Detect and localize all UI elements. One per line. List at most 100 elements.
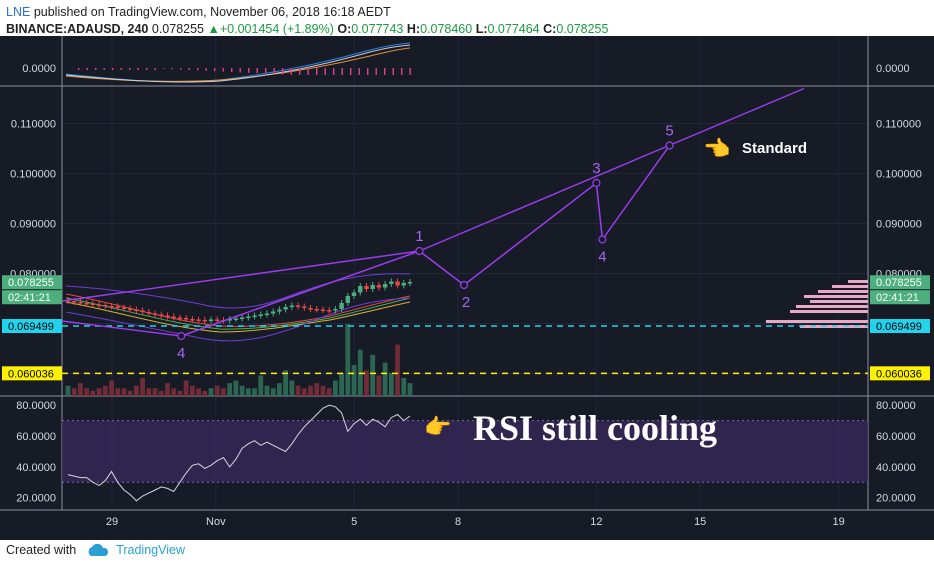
volume-bar xyxy=(152,388,158,396)
candle-body xyxy=(339,303,344,309)
candlesticks xyxy=(65,278,413,324)
osc-bar xyxy=(367,68,369,75)
volume-bar xyxy=(395,344,400,396)
osc-bar xyxy=(273,68,275,74)
price-tick-left: 0.100000 xyxy=(10,169,56,181)
candle-body xyxy=(289,305,295,307)
candle-body xyxy=(215,319,220,321)
time-tick: 19 xyxy=(832,516,844,528)
osc-bar xyxy=(222,68,224,72)
wave-point[interactable] xyxy=(598,235,607,244)
price-badge-text-right: 0.078255 xyxy=(876,277,922,289)
osc-bar xyxy=(146,68,148,70)
volume-bar xyxy=(96,388,102,396)
candle-body xyxy=(326,310,332,312)
volume-bar xyxy=(109,380,114,396)
chart-canvas[interactable]: 0.0000 0.0000 0.110000 0.110000 0.100000 0.… xyxy=(0,36,934,540)
osc-bar xyxy=(180,68,182,70)
lower-trend-line[interactable] xyxy=(61,320,182,337)
volume-bar xyxy=(270,388,276,396)
rsi-band-lines xyxy=(62,420,868,483)
upper-trend-line[interactable] xyxy=(419,87,805,252)
volume-bar xyxy=(339,372,344,396)
rsi-annotation: RSI still cooling xyxy=(473,408,717,448)
trend-line[interactable] xyxy=(61,250,420,302)
candle-body xyxy=(246,316,251,318)
volume-bar xyxy=(127,390,133,396)
volume-bar xyxy=(121,388,127,396)
candle-body xyxy=(78,302,83,304)
volume-bar xyxy=(370,354,376,396)
candle-body xyxy=(283,307,288,310)
osc-bar xyxy=(103,68,105,70)
volume-bar xyxy=(90,390,96,396)
volume-bar xyxy=(214,385,220,396)
wave-point[interactable] xyxy=(177,331,186,341)
time-axis: 29 Nov 5 8 12 15 19 xyxy=(106,516,845,528)
volume-bar xyxy=(221,388,226,396)
candle-body xyxy=(364,286,369,289)
rsi-line xyxy=(67,404,411,502)
volume-bar xyxy=(245,388,251,396)
ma-yellow xyxy=(65,301,411,333)
volume-bar xyxy=(289,380,295,396)
candle-body xyxy=(152,313,158,315)
bollinger-lower xyxy=(65,297,411,342)
candle-body xyxy=(190,319,195,321)
volume-bar xyxy=(239,385,245,396)
osc-bar xyxy=(358,68,360,75)
osc-bar xyxy=(137,68,139,70)
rsi-tick-left: 20.0000 xyxy=(16,493,56,505)
candle-body xyxy=(90,303,96,305)
open-value: 0.077743 xyxy=(351,22,404,36)
price-badge-text-right: 0.069499 xyxy=(876,321,922,333)
wave-label: 1 xyxy=(415,228,423,245)
candle-body xyxy=(121,307,127,309)
price-badge-left xyxy=(2,275,62,290)
price-tick-right: 0.090000 xyxy=(876,219,922,231)
osc-bar xyxy=(120,68,122,70)
candle-body xyxy=(134,309,139,311)
last-price: 0.078255 xyxy=(151,22,205,36)
bollinger-upper xyxy=(65,273,411,309)
volume-bar xyxy=(140,378,146,396)
wave-point[interactable] xyxy=(459,280,469,290)
price-badge-left xyxy=(2,290,62,305)
volume-bar xyxy=(208,388,214,396)
rsi-axis: 80.0000 80.0000 60.0000 60.0000 40.0000 40.00… xyxy=(16,400,916,504)
volume-bar xyxy=(376,375,382,396)
osc-bar xyxy=(86,68,88,70)
volume-bar xyxy=(71,388,77,396)
osc-bar xyxy=(163,68,165,69)
wave-point[interactable] xyxy=(415,246,424,256)
wave-label: 2 xyxy=(462,294,470,311)
volume-bar xyxy=(283,370,289,396)
volume-bar xyxy=(196,388,201,396)
price-badge-left xyxy=(2,319,62,334)
tradingview-link[interactable]: TradingView xyxy=(116,543,185,557)
osc-bar xyxy=(265,68,267,74)
author-name[interactable]: LNE xyxy=(6,5,31,19)
osc-bar xyxy=(375,68,377,75)
volume-bar xyxy=(382,362,388,396)
wave-point[interactable] xyxy=(592,178,601,188)
osc-line-white xyxy=(65,44,411,83)
volume-bar xyxy=(189,385,195,396)
top-panel-label-left: 0.0000 xyxy=(22,63,56,75)
candle-body xyxy=(140,310,145,312)
osc-bar xyxy=(231,68,233,72)
price-tick-right: 0.100000 xyxy=(876,169,922,181)
wave-path[interactable] xyxy=(180,145,671,337)
osc-bar xyxy=(333,68,335,75)
candle-body xyxy=(302,306,307,308)
rsi-tick-left: 60.0000 xyxy=(16,431,56,443)
wave-point[interactable] xyxy=(665,141,674,150)
price-labels: 0.078255 0.078255 02:41:21 02:41:21 0.069499… xyxy=(2,275,930,381)
price-change: +0.001454 (+1.89%) xyxy=(219,22,334,36)
price-badge-right xyxy=(870,366,930,381)
candle-body xyxy=(382,284,388,288)
volume-bar xyxy=(202,390,208,396)
osc-bar xyxy=(392,68,394,75)
osc-bar xyxy=(171,68,173,70)
volume-bar xyxy=(252,388,257,396)
